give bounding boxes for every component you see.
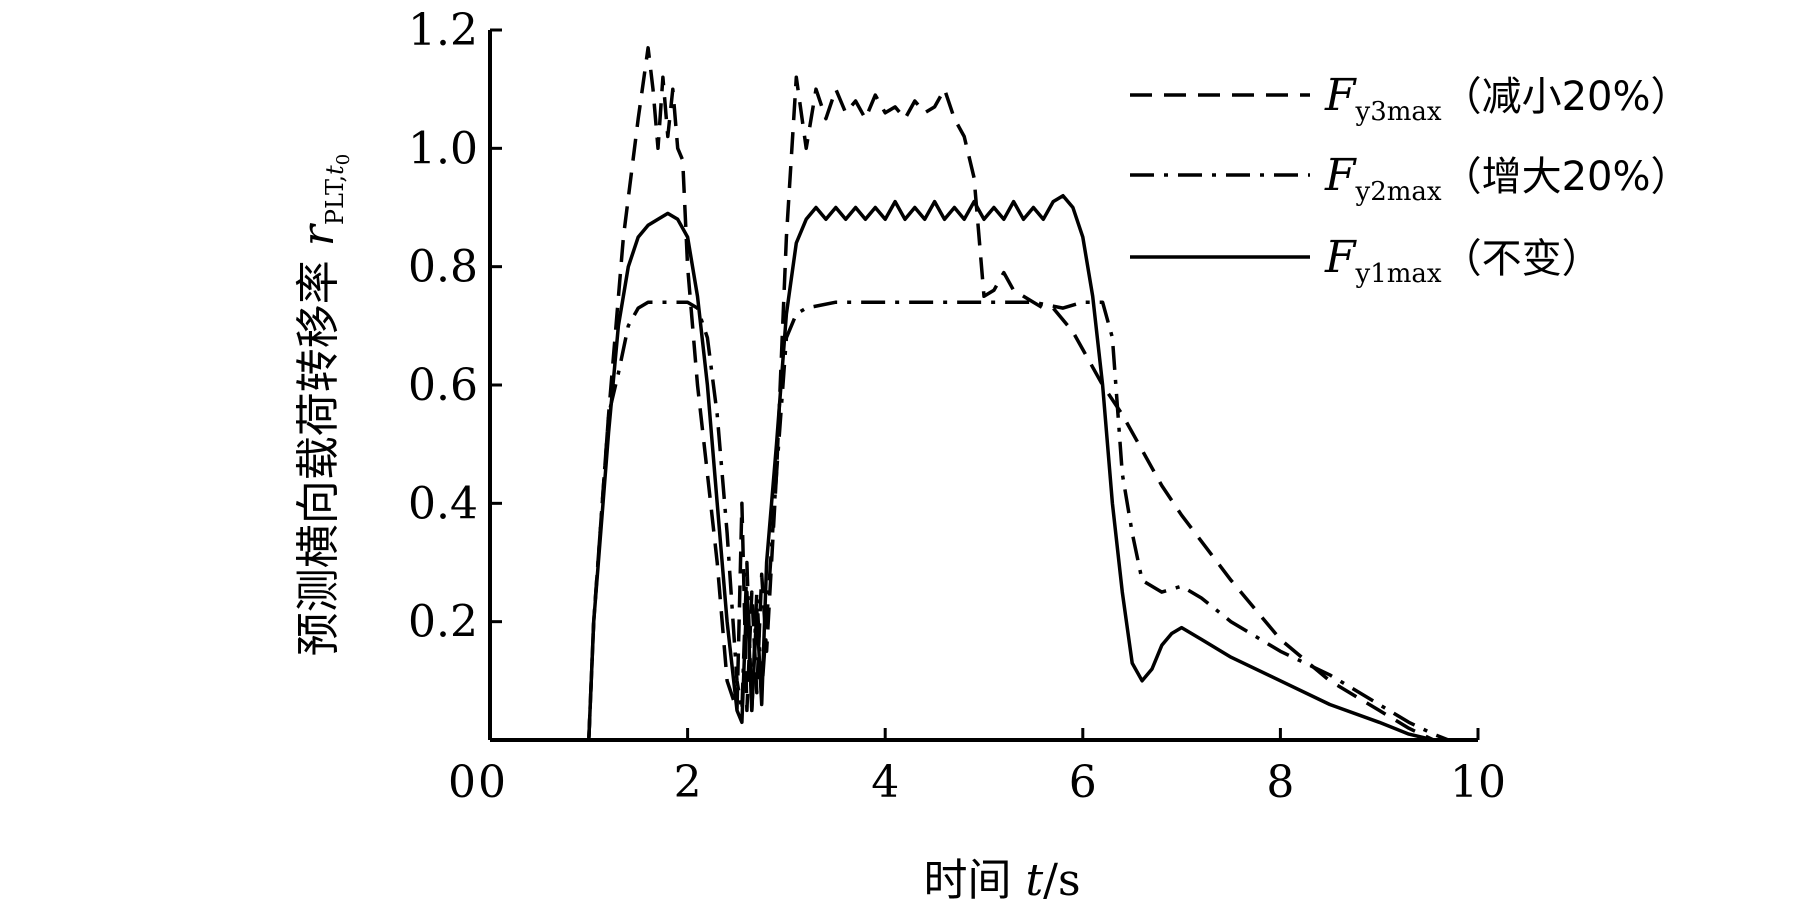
x-tick-label-origin: 0 (448, 757, 476, 808)
x-ticks: 0 2 4 6 8 10 0 (448, 728, 1506, 808)
legend-sub: y1max (1355, 259, 1442, 289)
series-layer (490, 46, 1450, 742)
x-tick-label: 4 (871, 757, 899, 808)
legend-var: F (1324, 232, 1357, 283)
legend-note: （增大20%） (1442, 154, 1691, 200)
x-axis-title: 时间 t/s (923, 855, 1080, 906)
legend-item-fy3max: Fy3max（减小20%） (1130, 70, 1691, 127)
legend-item-fy2max: Fy2max（增大20%） (1130, 150, 1691, 207)
axes (488, 30, 1478, 742)
y-tick-label: 0.2 (408, 597, 478, 648)
y-axis-title: 预测横向载荷转移率 rPLT,t0 (293, 154, 354, 656)
x-tick-label: 6 (1069, 757, 1097, 808)
x-tick-label: 10 (1450, 757, 1506, 808)
series-line-y3max (490, 46, 1449, 742)
x-tick-label: 8 (1266, 757, 1294, 808)
svg-text:Fy1max（不变）: Fy1max（不变） (1324, 232, 1602, 289)
x-tick-label: 2 (674, 757, 702, 808)
y-tick-label: 0.4 (408, 478, 478, 529)
svg-text:Fy2max（增大20%）: Fy2max（增大20%） (1324, 150, 1691, 207)
legend: Fy3max（减小20%） Fy2max（增大20%） Fy1max（不变） (1130, 70, 1691, 289)
svg-text:Fy3max（减小20%）: Fy3max（减小20%） (1324, 70, 1691, 127)
y-tick-label: 1.2 (408, 5, 478, 56)
y-ticks: 0.2 0.4 0.6 0.8 1.0 1.2 (408, 5, 502, 648)
series-line-y1max (490, 193, 1449, 742)
legend-item-fy1max: Fy1max（不变） (1130, 232, 1602, 289)
legend-var: F (1324, 150, 1357, 201)
legend-note: （减小20%） (1442, 74, 1691, 120)
y-tick-label: 0.6 (408, 360, 478, 411)
legend-sub: y3max (1355, 97, 1442, 127)
series-line-y2max (490, 300, 1450, 742)
legend-var: F (1324, 70, 1357, 121)
y-tick-label: 0.8 (408, 242, 478, 293)
legend-sub: y2max (1355, 177, 1442, 207)
y-tick-label: 1.0 (408, 123, 478, 174)
legend-note: （不变） (1442, 236, 1602, 282)
x-tick-label: 0 (478, 757, 506, 808)
